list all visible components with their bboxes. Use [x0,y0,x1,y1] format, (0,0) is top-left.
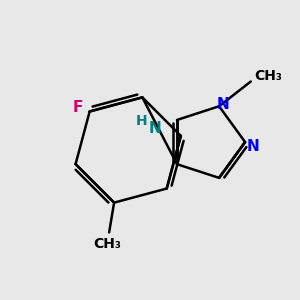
Text: CH₃: CH₃ [93,237,121,251]
Text: F: F [73,100,83,115]
Text: H: H [136,114,148,128]
Text: N: N [247,139,260,154]
Text: CH₃: CH₃ [255,69,283,82]
Text: N: N [148,121,161,136]
Text: N: N [217,97,230,112]
